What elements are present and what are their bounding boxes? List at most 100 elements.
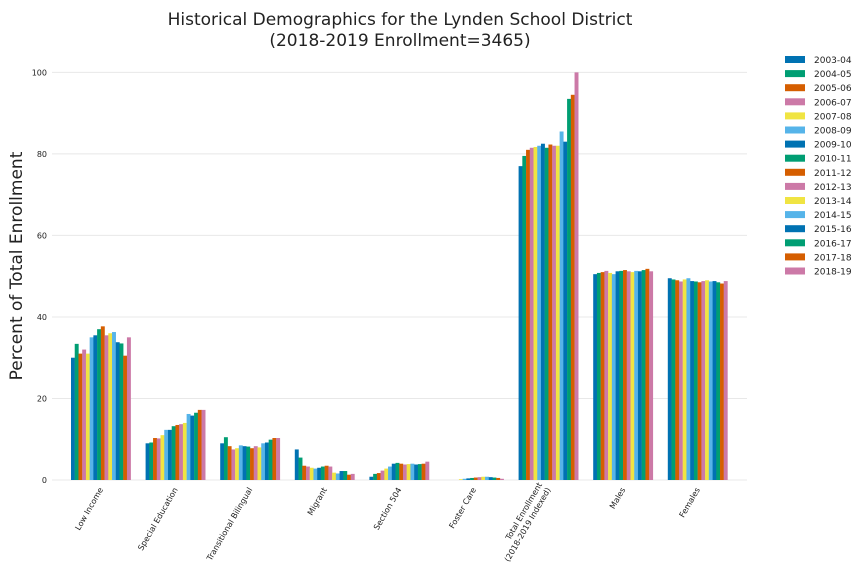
bar [414,464,419,480]
bar [570,94,575,481]
bar [182,422,187,480]
bar [167,429,172,480]
bar [175,424,180,480]
x-tick-label-line: Transitional Bilingual [205,486,255,563]
bar [526,149,530,480]
bar [421,463,426,480]
y-tick-label: 0 [42,476,47,485]
bar [470,477,475,480]
bar [171,426,176,480]
bar [380,470,385,480]
bar [623,270,627,480]
bar [533,146,538,481]
bar [488,477,493,480]
legend-label: 2013-14 [814,197,852,207]
bar [89,337,94,480]
bar [473,477,478,480]
bar [425,461,430,480]
bar [104,335,109,480]
bar [391,463,396,480]
legend-swatch [785,84,805,92]
legend-swatch [785,225,805,233]
bar [485,476,489,480]
bar [671,279,676,480]
legend-label: 2005-06 [814,84,852,94]
bar [600,272,605,480]
bar [350,473,355,480]
bar [309,467,314,480]
bar [197,409,202,480]
x-tick-label: Section 504 [372,486,404,532]
bar [343,471,348,480]
bar [123,355,128,480]
bar [675,280,680,480]
bar [335,473,340,480]
bar [78,353,83,480]
chart-title: Historical Demographics for the Lynden S… [168,10,633,30]
bar [190,415,195,480]
bar [238,445,243,480]
bar [596,272,601,480]
bar [499,478,504,480]
bars-group [71,72,728,481]
bar [537,145,542,480]
legend-swatch [785,126,805,134]
legend-label: 2018-19 [814,268,852,278]
bar [593,274,598,480]
legend: 2003-04 2004-05 2005-06 2006-07 2007-08 2008-… [785,56,852,278]
bar [257,447,262,480]
bar [373,473,378,480]
bar [384,468,389,480]
x-tick-label-line: Section 504 [372,486,404,532]
bar [201,409,206,480]
bar [667,278,672,480]
y-tick-label: 100 [32,68,47,77]
legend-label: 2003-04 [814,56,852,66]
bar [302,465,307,480]
bar [693,281,698,480]
bar [220,443,225,480]
bar [160,435,165,480]
legend-swatch [785,168,805,176]
bar [369,476,374,480]
bar [186,413,191,480]
bar [492,477,497,480]
x-tick-label-line: Special Education [136,486,179,552]
legend-label: 2014-15 [814,211,852,221]
bar [305,466,310,480]
bar [540,143,545,480]
y-tick-label: 60 [37,231,47,240]
bar [126,337,131,480]
x-tick-label-line: Low Income [73,486,105,532]
legend-swatch [785,112,805,120]
legend-swatch [785,56,805,63]
bar [71,357,75,480]
bar [649,271,654,480]
x-tick-label: Low Income [73,486,105,532]
bar [604,270,609,480]
bar [544,147,549,481]
bar [261,443,266,480]
bar [328,466,333,480]
x-tick-label: Males [608,486,627,511]
bar [227,446,232,480]
bar [85,353,90,480]
bar [149,442,154,480]
legend-label: 2007-08 [814,112,852,122]
bar [264,442,269,480]
bar [608,272,613,480]
bar [324,465,329,480]
bar [294,449,299,480]
legend-swatch [785,197,805,204]
bar [410,463,415,480]
legend-swatch [785,182,805,190]
bar [723,281,728,480]
bar [462,478,467,480]
bar [253,446,258,480]
bar [298,457,303,480]
bar [548,144,553,480]
bar [272,438,277,480]
bar [347,474,351,480]
